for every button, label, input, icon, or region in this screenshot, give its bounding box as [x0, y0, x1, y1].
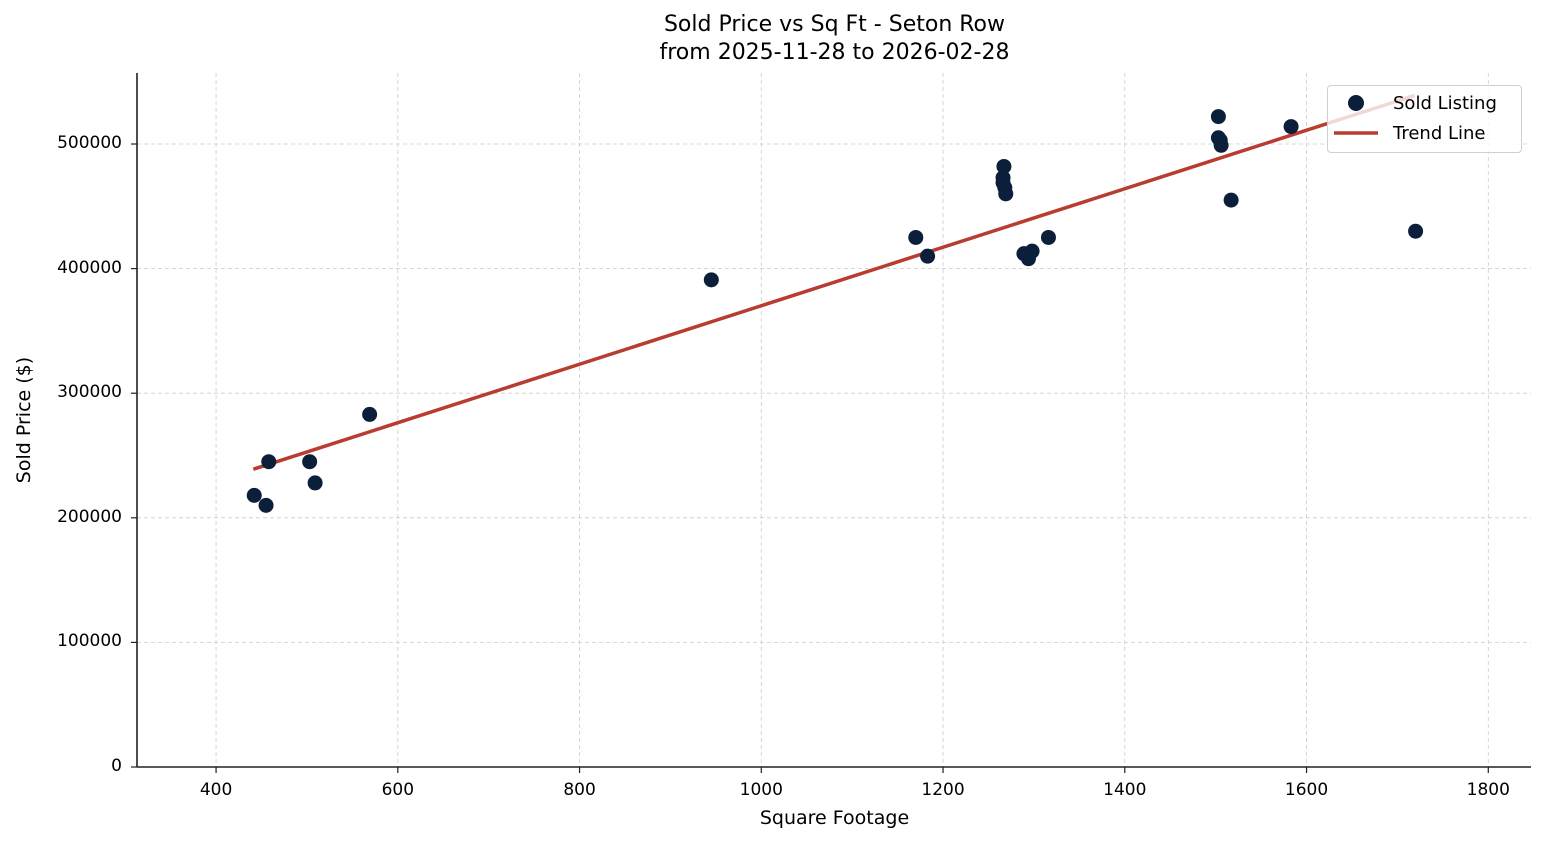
x-tick-label: 400 — [199, 780, 233, 800]
chart-title: Sold Price vs Sq Ft - Seton Row — [663, 12, 1006, 37]
y-tick-label: 0 — [111, 756, 122, 776]
legend-item-trend-line: Trend Line — [1328, 119, 1486, 147]
x-tick-label: 1200 — [921, 780, 965, 800]
data-point — [1283, 119, 1299, 135]
data-point — [908, 229, 924, 245]
grid-lines — [137, 73, 1531, 767]
data-point — [920, 248, 936, 264]
data-point — [1213, 137, 1229, 153]
scatter-points — [246, 109, 1424, 513]
data-point — [302, 454, 318, 470]
y-tick-label: 200000 — [57, 506, 122, 527]
data-point — [998, 186, 1014, 202]
y-tick-label: 100000 — [57, 631, 122, 652]
legend-label-sold-listing: Sold Listing — [1393, 92, 1497, 114]
data-point — [258, 497, 274, 513]
legend-item-sold-listing: Sold Listing — [1328, 89, 1497, 117]
x-tick-label: 600 — [381, 780, 415, 800]
x-tick-label: 1600 — [1284, 780, 1329, 800]
y-tick-label: 300000 — [57, 382, 122, 403]
y-tick-label: 400000 — [57, 257, 122, 278]
data-point — [1408, 223, 1424, 239]
data-point — [1024, 243, 1040, 259]
data-point — [362, 406, 378, 422]
trend-line — [252, 93, 1416, 471]
data-point — [1040, 229, 1056, 245]
y-tick-label: 500000 — [57, 133, 122, 154]
data-point — [703, 272, 719, 288]
x-tick-label: 1000 — [739, 780, 783, 800]
x-tick-label: 800 — [563, 780, 596, 800]
chart-subtitle: from 2025-11-28 to 2026-02-28 — [659, 40, 1010, 65]
x-tick-label: 1400 — [1103, 780, 1147, 800]
scatter-marker-icon — [1348, 95, 1364, 111]
axes — [131, 73, 1531, 773]
y-axis-label: Sold Price ($) — [13, 356, 35, 484]
data-point — [1210, 109, 1226, 125]
x-axis-label: Square Footage — [759, 807, 910, 829]
x-tick-label: 1800 — [1466, 780, 1510, 800]
data-point — [307, 475, 323, 491]
data-point — [246, 487, 262, 503]
legend-label-trend-line: Trend Line — [1393, 122, 1486, 144]
line-marker-icon — [1334, 131, 1378, 135]
legend: Sold Listing Trend Line — [1327, 85, 1522, 153]
data-point — [261, 454, 277, 470]
data-point — [996, 158, 1012, 174]
data-point — [1223, 192, 1239, 208]
